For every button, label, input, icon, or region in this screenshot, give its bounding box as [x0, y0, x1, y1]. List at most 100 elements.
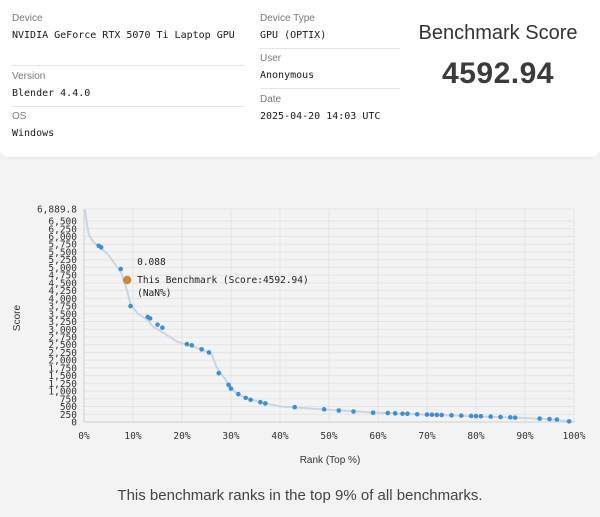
y-tick-label: 1,750 — [48, 363, 77, 374]
data-point — [498, 414, 503, 420]
data-point — [468, 413, 474, 419]
data-point — [236, 391, 241, 397]
y-tick-label: 2,500 — [48, 340, 77, 351]
divider — [12, 65, 244, 66]
divider — [12, 106, 244, 107]
highlight-percent-label: (NaN%) — [137, 288, 171, 299]
y-tick-label: 4,750 — [48, 271, 77, 282]
device-field: Device NVIDIA GeForce RTX 5070 Ti Laptop… — [12, 13, 247, 44]
y-tick-label: 1,500 — [48, 371, 77, 382]
y-tick-label: 250 — [60, 410, 77, 421]
y-axis-ticks: 02505007501,0001,2501,5001,7502,0002,250… — [37, 205, 77, 429]
data-point — [184, 341, 190, 347]
y-tick-label: 5,500 — [48, 247, 77, 258]
rank-chart: 0 250 500 750 1,000 1,250 1,500 1,750 2,000 2,250… — [0, 195, 600, 475]
data-point — [336, 408, 342, 413]
highlight-name-label: This Benchmark (Score:4592.94) — [137, 275, 309, 286]
x-tick-label: 80% — [467, 431, 484, 442]
rank-chart-svg: 02505007501,0001,2501,5001,7502,0002,250… — [12, 205, 586, 467]
data-point — [155, 322, 160, 327]
data-point — [321, 407, 327, 412]
benchmark-info-card: Device NVIDIA GeForce RTX 5070 Ti Laptop… — [0, 0, 600, 157]
x-tick-label: 10% — [124, 431, 141, 442]
y-tick-label: 500 — [60, 402, 77, 413]
data-point — [537, 416, 542, 421]
y-tick-label: 4,500 — [48, 278, 77, 289]
y-tick-label: 5,250 — [48, 255, 77, 266]
data-point — [370, 410, 376, 416]
x-tick-label: 70% — [418, 431, 435, 442]
os-label: OS — [12, 111, 27, 122]
data-point — [128, 303, 133, 309]
x-tick-label: 100% — [563, 431, 586, 442]
y-tick-label: 1,000 — [48, 387, 77, 398]
x-tick-label: 60% — [369, 431, 386, 442]
highlight-value-label: 0.088 — [137, 257, 166, 268]
x-tick-label: 50% — [320, 431, 337, 442]
data-point — [459, 413, 464, 418]
device-value: NVIDIA GeForce RTX 5070 Ti Laptop GPU — [12, 30, 235, 41]
data-point — [147, 316, 153, 321]
version-label: Version — [12, 71, 46, 82]
os-field: OS Windows — [12, 111, 54, 142]
y-tick-label: 1,250 — [48, 379, 77, 390]
device-type-field: Device Type GPU (OPTIX) — [260, 13, 326, 44]
date-field: Date 2025-04-20 14:03 UTC — [260, 94, 380, 125]
x-axis-ticks: 0% 10% 20% 30% 40% 50% 60% 70% 80% 90% 100% — [78, 431, 585, 442]
y-tick-label: 2,000 — [48, 356, 77, 367]
data-point — [547, 416, 552, 422]
data-point — [554, 417, 560, 422]
data-point — [508, 415, 513, 420]
chart-grid — [83, 208, 575, 423]
data-point — [98, 245, 104, 250]
divider — [260, 48, 400, 49]
device-label: Device — [12, 13, 43, 24]
highlight-group: 0.088 This Benchmark (Score:4592.94) (NaN%… — [122, 257, 309, 299]
data-point — [488, 414, 494, 419]
data-point — [414, 411, 420, 417]
user-field: User Anonymous — [260, 53, 314, 84]
os-value: Windows — [12, 128, 55, 139]
x-tick-label: 40% — [271, 431, 288, 442]
x-tick-label: 20% — [173, 431, 190, 442]
y-tick-label: 2,750 — [48, 332, 77, 343]
date-value: 2025-04-20 14:03 UTC — [260, 111, 381, 122]
highlight-point — [122, 275, 132, 285]
y-tick-label: 3,500 — [48, 309, 77, 320]
data-point — [434, 412, 440, 418]
data-point — [392, 411, 398, 416]
data-point — [228, 386, 234, 391]
data-point — [226, 382, 231, 388]
y-tick-label: 750 — [60, 394, 77, 405]
score-title: Benchmark Score — [418, 22, 578, 44]
data-point — [118, 266, 124, 272]
device-type-value: GPU (OPTIX) — [260, 30, 327, 41]
data-point — [258, 399, 263, 405]
x-tick-label: 90% — [516, 431, 533, 442]
data-point — [566, 419, 572, 424]
y-tick-label: 4,250 — [48, 286, 77, 297]
data-point — [512, 415, 518, 420]
device-type-label: Device Type — [260, 13, 315, 24]
version-field: Version Blender 4.4.0 — [12, 71, 90, 102]
data-point — [206, 350, 212, 355]
divider — [260, 88, 400, 89]
data-point — [263, 401, 268, 406]
version-value: Blender 4.4.0 — [12, 88, 91, 99]
y-tick-label: 0 — [71, 418, 77, 429]
data-point — [189, 343, 195, 348]
data-point — [199, 347, 204, 352]
y-tick-label: 6,500 — [48, 217, 77, 228]
y-tick-label: 6,889.8 — [37, 205, 77, 216]
data-point — [473, 413, 479, 419]
data-point — [216, 370, 222, 376]
y-tick-label: 6,000 — [48, 232, 77, 243]
score-value: 4592.94 — [442, 57, 554, 90]
data-point — [292, 404, 298, 410]
y-axis-label: Score — [12, 305, 23, 332]
data-point — [400, 411, 405, 416]
data-point — [424, 412, 430, 417]
y-tick-label: 5,750 — [48, 240, 77, 251]
data-point — [405, 411, 410, 417]
data-point — [478, 413, 484, 419]
